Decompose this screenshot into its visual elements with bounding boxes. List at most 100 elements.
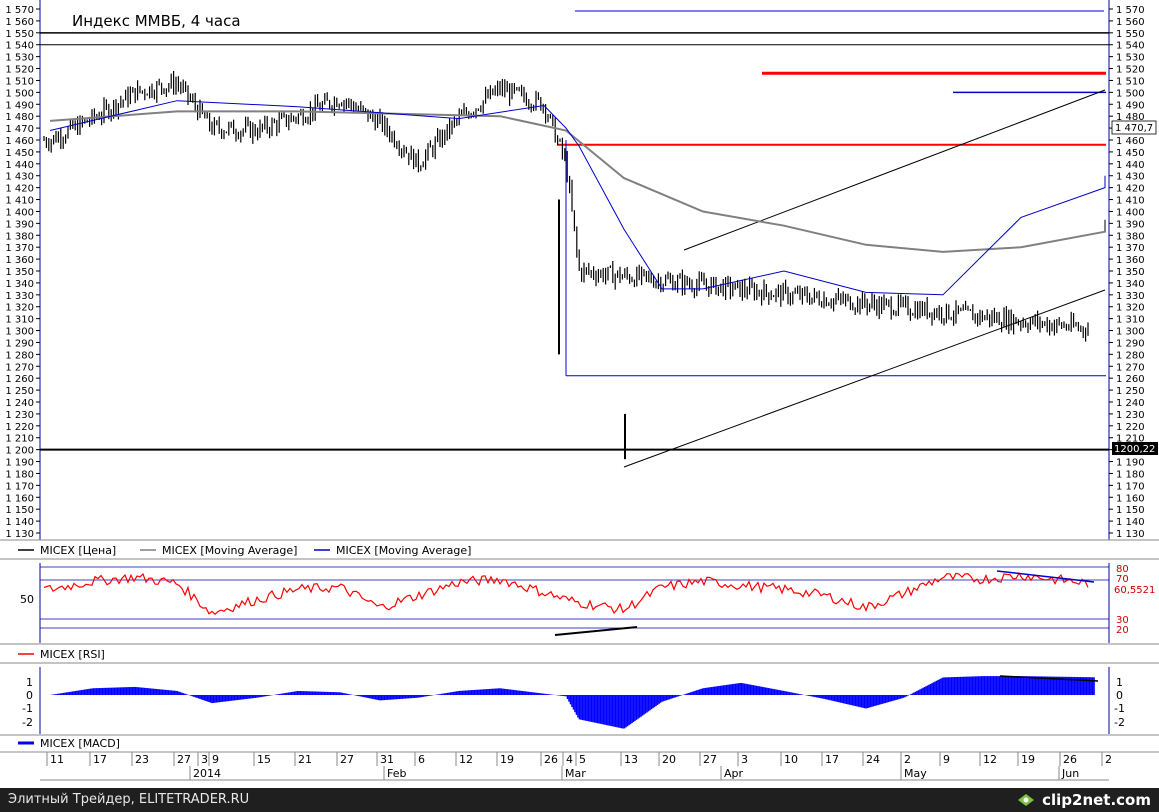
date-month-label: 2014 [193, 767, 221, 780]
y-tick-label: 1 540 [5, 41, 34, 52]
y-tick-label: 1 350 [5, 267, 34, 278]
date-day-label: 9 [943, 753, 950, 766]
date-day-labels: 11 17 23 27 3 9 15 21 27 31 6 12 19 26 4 5 13 20 27 3 10 17 24… [46, 752, 1112, 766]
date-day-label: 27 [703, 753, 717, 766]
price-label: 1 470,7 [1115, 123, 1153, 134]
y-tick-label: 1 290 [5, 338, 34, 349]
rsi-label-30: 30 [1116, 615, 1129, 626]
y-tick-label: 1 190 [5, 458, 34, 469]
footer-bar: Элитный Трейдер, ELITETRADER.RU clip2net… [0, 788, 1159, 812]
date-day-label: 15 [257, 753, 271, 766]
y-tick-label: 1 340 [5, 279, 34, 290]
legend-ma-fast: MICEX [Moving Average] [336, 544, 471, 557]
y-tick-label: 1 370 [5, 243, 34, 254]
date-month-label: Mar [565, 767, 586, 780]
y-tick-label: 1 170 [1116, 481, 1145, 492]
date-day-label: 26 [1063, 753, 1077, 766]
y-tick-label: 1 210 [1116, 434, 1145, 445]
rsi-divergence-line [554, 626, 638, 636]
date-month-label: Jun [1061, 767, 1079, 780]
trendlines [623, 89, 1106, 468]
level-value-label: 1200,22 [1112, 442, 1158, 455]
macd-legend: MICEX [MACD] [0, 734, 1159, 750]
y-tick-label: 1 170 [5, 481, 34, 492]
date-day-label: 17 [93, 753, 107, 766]
y-tick-label: 1 420 [1116, 184, 1145, 195]
y-tick-label: 1 190 [1116, 458, 1145, 469]
y-tick-label: 1 400 [1116, 207, 1145, 218]
date-day-label: 27 [177, 753, 191, 766]
y-tick-label: 1 380 [5, 231, 34, 242]
y-tick-label: 1 520 [1116, 65, 1145, 76]
y-tick-label: 1 130 [5, 529, 34, 540]
level-label: 1200,22 [1114, 444, 1155, 455]
date-day-label: 4 [566, 753, 573, 766]
date-day-label: 23 [135, 753, 149, 766]
y-tick-label: 1 240 [1116, 398, 1145, 409]
date-day-label: 2 [904, 753, 911, 766]
macd-right-neg2: -2 [1114, 716, 1125, 729]
y-tick-label: 1 510 [5, 76, 34, 87]
y-tick-label: 1 150 [5, 505, 34, 516]
y-tick-label: 1 230 [5, 410, 34, 421]
macd-left-neg1: -1 [22, 702, 33, 715]
y-tick-label: 1 200 [5, 446, 34, 457]
rsi-value-label: 60,5521 [1114, 585, 1155, 596]
y-tick-label: 1 430 [1116, 172, 1145, 183]
y-tick-label: 1 430 [5, 172, 34, 183]
date-day-label: 20 [662, 753, 676, 766]
y-tick-label: 1 390 [1116, 219, 1145, 230]
y-tick-label: 1 180 [5, 469, 34, 480]
y-tick-label: 1 540 [1116, 41, 1145, 52]
y-tick-label: 1 550 [1116, 29, 1145, 40]
date-day-label: 11 [50, 753, 64, 766]
date-day-label: 27 [340, 753, 354, 766]
clip2net-logo: clip2net.com [1015, 790, 1151, 810]
date-day-label: 6 [418, 753, 425, 766]
date-day-label: 5 [579, 753, 586, 766]
y-tick-label: 1 560 [5, 17, 34, 28]
y-tick-label: 1 210 [5, 434, 34, 445]
y-tick-label: 1 390 [5, 219, 34, 230]
y-tick-label: 1 480 [5, 112, 34, 123]
y-tick-label: 1 310 [5, 315, 34, 326]
y-tick-label: 1 400 [5, 207, 34, 218]
y-tick-label: 1 300 [1116, 327, 1145, 338]
y-tick-label: 1 160 [1116, 493, 1145, 504]
y-tick-label: 1 280 [1116, 350, 1145, 361]
y-tick-label: 1 450 [1116, 148, 1145, 159]
y-tick-label: 1 420 [5, 184, 34, 195]
y-tick-label: 1 320 [1116, 303, 1145, 314]
y-tick-label: 1 550 [5, 29, 34, 40]
y-tick-label: 1 480 [1116, 112, 1145, 123]
rsi-label-20: 20 [1116, 625, 1129, 636]
date-day-label: 17 [825, 753, 839, 766]
y-tick-label: 1 570 [1116, 5, 1145, 16]
y-tick-label: 1 460 [5, 136, 34, 147]
y-tick-label: 1 270 [5, 362, 34, 373]
y-tick-label: 1 130 [1116, 529, 1145, 540]
date-day-label: 24 [866, 753, 880, 766]
rsi-bear-divergence-line [996, 570, 1095, 583]
y-tick-label: 1 150 [1116, 505, 1145, 516]
y-tick-label: 1 500 [1116, 88, 1145, 99]
y-tick-label: 1 320 [5, 303, 34, 314]
footer-text: Элитный Трейдер, ELITETRADER.RU [8, 792, 250, 807]
date-day-label: 2 [1105, 753, 1112, 766]
date-day-label: 3 [741, 753, 748, 766]
y-tick-label: 1 410 [5, 196, 34, 207]
macd-left-0: 0 [26, 689, 33, 702]
y-tick-label: 1 500 [5, 88, 34, 99]
rsi-legend: MICEX [RSI] [0, 643, 1159, 664]
date-day-label: 12 [983, 753, 997, 766]
date-month-label: Apr [724, 767, 744, 780]
y-tick-label: 1 330 [5, 291, 34, 302]
date-day-label: 19 [1021, 753, 1035, 766]
support-resistance-levels [40, 10, 1109, 451]
y-tick-label: 1 220 [5, 422, 34, 433]
y-tick-label: 1 380 [1116, 231, 1145, 242]
logo-text: clip2net.com [1042, 791, 1151, 809]
y-tick-label: 1 140 [5, 517, 34, 528]
